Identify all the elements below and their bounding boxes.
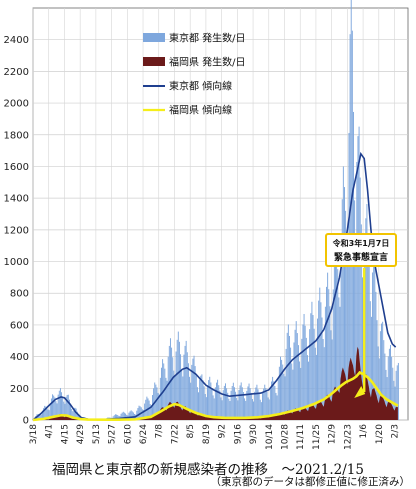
tokyo-bar — [241, 382, 242, 420]
tokyo-bar — [398, 363, 399, 420]
tokyo-bar — [247, 386, 248, 420]
tokyo-bar — [290, 348, 291, 420]
x-tick-label: 4/1 — [45, 424, 55, 438]
y-tick-label: 1600 — [4, 162, 29, 173]
tokyo-bar — [256, 385, 257, 420]
tokyo-bar — [243, 392, 244, 420]
x-tick-label: 2/3 — [391, 424, 401, 438]
x-tick-label: 5/13 — [92, 424, 102, 444]
tokyo-bar — [280, 357, 281, 420]
tokyo-bar — [207, 385, 208, 420]
x-tick-label: 6/24 — [139, 424, 149, 444]
tokyo-bar — [231, 391, 232, 420]
x-tick-label: 11/25 — [312, 424, 322, 450]
tokyo-bar — [225, 383, 226, 420]
tokyo-bar — [287, 333, 288, 420]
y-tick-label: 2200 — [4, 67, 29, 78]
x-tick-label: 9/16 — [233, 424, 243, 444]
tokyo-bar — [264, 385, 265, 420]
y-tick-label: 600 — [10, 320, 29, 331]
tokyo-bar — [194, 356, 195, 420]
tokyo-bar — [302, 324, 303, 420]
tokyo-bar — [232, 386, 233, 420]
y-tick-label: 800 — [10, 289, 29, 300]
y-tick-label: 2400 — [4, 35, 29, 46]
tokyo-bar — [286, 349, 287, 420]
annotation-label: 緊急事態宣言 — [334, 251, 388, 263]
tokyo-bar — [254, 392, 255, 420]
x-tick-label: 11/11 — [296, 424, 306, 450]
x-tick-label: 12/9 — [328, 424, 338, 444]
x-tick-label: 7/22 — [170, 424, 180, 444]
tokyo-bar — [296, 321, 297, 420]
tokyo-bar — [224, 386, 225, 420]
x-tick-label: 1/20 — [375, 424, 385, 444]
legend-label-fukuoka-daily: 福岡県 発生数/日 — [169, 56, 246, 69]
x-tick-label: 6/10 — [123, 424, 133, 444]
legend-label-tokyo-daily: 東京都 発生数/日 — [169, 32, 246, 45]
tokyo-bar — [288, 324, 289, 420]
tokyo-bar — [299, 361, 300, 420]
tokyo-bar — [209, 377, 210, 420]
tokyo-bar — [281, 360, 282, 420]
y-tick-label: 1800 — [4, 130, 29, 141]
tokyo-bar — [352, 31, 353, 420]
y-tick-label: 400 — [10, 352, 29, 363]
annotation-date: 令和3年1月7日 — [332, 238, 390, 248]
x-tick-label: 4/15 — [60, 424, 70, 444]
chart-caption-note: （東京都のデータは都修正値に修正済み） — [211, 474, 411, 489]
x-tick-label: 8/19 — [202, 424, 212, 444]
tokyo-bar — [249, 384, 250, 420]
x-axis-ticks: 3/18 4/1 4/15 4/29 5/13 5/27 6/10 6/24 7/8 7/22 8/… — [29, 424, 401, 450]
x-tick-label: 7/8 — [155, 424, 165, 439]
tokyo-bar — [215, 387, 216, 420]
x-tick-label: 4/29 — [76, 424, 86, 444]
tokyo-bar — [227, 393, 228, 420]
tokyo-bar — [219, 391, 220, 420]
tokyo-bar — [289, 336, 290, 420]
x-tick-label: 8/5 — [186, 424, 196, 438]
tokyo-bar — [216, 383, 217, 420]
tokyo-bar — [304, 314, 305, 420]
y-tick-label: 1400 — [4, 194, 29, 205]
tokyo-bar — [242, 387, 243, 420]
tokyo-bar — [251, 393, 252, 420]
y-tick-label: 200 — [10, 384, 29, 395]
legend-swatch-tokyo-daily — [143, 33, 165, 42]
legend-label-fukuoka-trend: 福岡県 傾向線 — [169, 104, 232, 117]
plot-frame — [33, 8, 408, 420]
chart-area: 0200400600800100012001400160018002000220… — [0, 0, 416, 460]
x-tick-label: 3/18 — [29, 424, 39, 444]
x-tick-label: 1/6 — [359, 424, 369, 439]
tokyo-bar — [311, 302, 312, 420]
tokyo-bar — [297, 333, 298, 420]
tokyo-bar — [234, 387, 235, 420]
x-tick-label: 10/28 — [280, 424, 290, 450]
y-tick-label: 1200 — [4, 225, 29, 236]
tokyo-bar — [250, 388, 251, 420]
y-axis-ticks: 0200400600800100012001400160018002000220… — [4, 35, 29, 426]
x-tick-label: 10/14 — [265, 424, 275, 450]
tokyo-bar — [233, 383, 234, 420]
tokyo-bar — [240, 385, 241, 420]
emergency-declaration-annotation: 令和3年1月7日 緊急事態宣言 — [326, 234, 396, 266]
tokyo-bar — [226, 388, 227, 420]
x-tick-label: 5/27 — [108, 424, 118, 444]
tokyo-bar — [212, 388, 213, 420]
x-tick-label: 9/2 — [218, 424, 228, 438]
y-tick-label: 1000 — [4, 257, 29, 268]
legend-swatch-fukuoka-daily — [143, 57, 165, 66]
tokyo-bar — [272, 377, 273, 420]
legend-label-tokyo-trend: 東京都 傾向線 — [169, 80, 232, 93]
x-tick-label: 9/30 — [249, 424, 259, 444]
tokyo-bar — [255, 388, 256, 420]
tokyo-bar — [295, 330, 296, 420]
tokyo-bar — [293, 342, 294, 420]
y-tick-label: 2000 — [4, 99, 29, 110]
tokyo-bar — [217, 380, 218, 420]
x-tick-label: 12/23 — [343, 424, 353, 450]
tokyo-bar — [218, 385, 219, 420]
